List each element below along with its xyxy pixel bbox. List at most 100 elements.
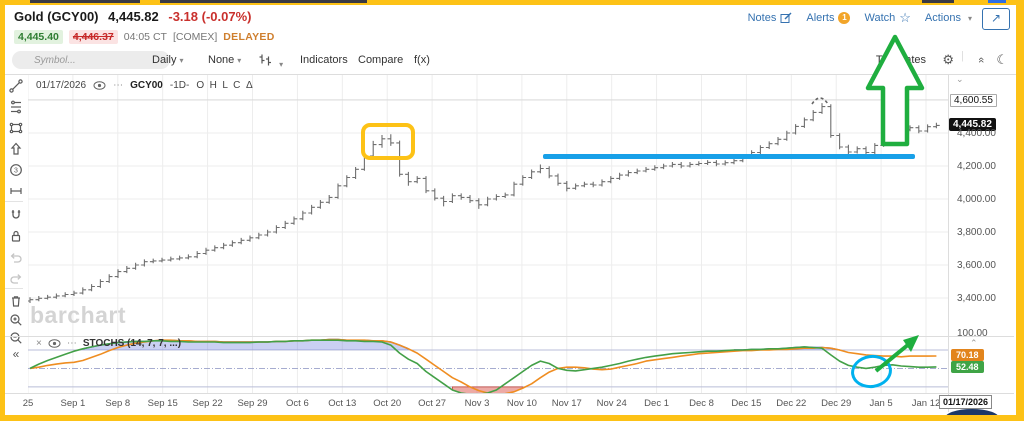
stoch-plot[interactable] [28, 337, 948, 393]
tool-undo[interactable] [6, 250, 26, 268]
alerts-label: Alerts [806, 12, 835, 24]
remove-study-icon[interactable]: × [36, 338, 42, 349]
quote-header: Gold (GCY00) 4,445.82 -3.18 (-0.07%) [14, 9, 251, 24]
quote-subheader: 4,445.40 4,446.37 04:05 CT [COMEX] DELAY… [14, 30, 275, 44]
svg-text:3: 3 [14, 168, 18, 175]
date-axis-tick: 25 [22, 398, 34, 409]
tool-shapes[interactable] [6, 120, 26, 138]
notes-button[interactable]: Notes [748, 12, 793, 24]
stoch-more-icon[interactable]: ⋯ [66, 338, 77, 349]
date-axis-tick: Jan 12 [911, 398, 941, 409]
tool-measure[interactable] [6, 183, 26, 201]
price-panel-collapse-icon[interactable]: ⌄ [956, 74, 964, 84]
chevron-down-icon: ▾ [967, 13, 972, 23]
price-change: -3.18 (-0.07%) [168, 9, 252, 24]
eye-visibility-icon[interactable] [48, 339, 61, 348]
browser-chrome-remnant [160, 0, 367, 3]
tool-magnet[interactable] [6, 207, 26, 225]
overlay-label: None [208, 54, 235, 66]
popout-chart-button[interactable]: ↗ [982, 8, 1010, 30]
annotation-yellow-rectangle[interactable] [361, 123, 415, 160]
date-axis-tick: Dec 1 [644, 398, 670, 409]
legend-symbol: GCY00 [130, 80, 163, 91]
price-axis-tick: 3,800.00 [957, 227, 996, 238]
settings-gear-icon[interactable]: ⚙ [942, 52, 954, 67]
chevron-down-icon: ▾ [179, 56, 184, 65]
browser-chrome-remnant [30, 0, 140, 3]
templates-button[interactable]: Templates [875, 54, 926, 66]
chevron-down-icon: ▾ [279, 60, 284, 69]
tool-arrow[interactable] [6, 141, 26, 159]
date-axis-tick: Oct 6 [286, 398, 309, 409]
symbol-title: Gold (GCY00) [14, 9, 99, 24]
date-axis-tick: Oct 20 [373, 398, 402, 409]
chart-toolbar: Daily▾ None▾ ▾ Indicators Compare f(x) T… [0, 48, 1024, 75]
session-time: 04:05 CT [123, 31, 167, 43]
legend-more-icon[interactable]: ⋯ [113, 80, 124, 91]
sidebar-collapse-icon[interactable]: « [12, 347, 20, 361]
fx-button[interactable]: f(x) [414, 54, 430, 66]
stoch-study-label: STOCHS (14, 7, 7, ...) [82, 338, 182, 349]
chat-bubble-remnant [945, 409, 999, 421]
date-axis-tick: Nov 3 [464, 398, 490, 409]
tool-fibonacci[interactable] [6, 99, 26, 117]
date-axis-tick: Dec 15 [731, 398, 762, 409]
price-plot[interactable] [28, 75, 948, 336]
actions-label: Actions [924, 12, 961, 24]
dark-mode-moon-icon[interactable]: ☾ [996, 52, 1008, 67]
header-links: Notes Alerts 1 Watch ☆ Actions ▾ [748, 10, 972, 26]
date-axis-tick: Dec 8 [689, 398, 714, 409]
bar-style-dropdown[interactable]: ▾ [258, 53, 283, 70]
legend-date: 01/17/2026 [36, 80, 87, 91]
annotation-blue-resistance-line[interactable] [543, 154, 915, 159]
tool-zoom-out[interactable] [6, 330, 26, 348]
stoch-axis-top-tick: 100.00 [957, 328, 988, 339]
date-axis-tick: Sep 1 [60, 398, 86, 409]
alerts-button[interactable]: Alerts 1 [806, 12, 851, 24]
star-icon: ☆ [899, 10, 911, 25]
last-price: 4,445.82 [108, 9, 159, 24]
date-axis-tick: Oct 13 [328, 398, 357, 409]
chart-legend: 01/17/2026 ⋯ GCY00 -1D- O H L C Δ [36, 80, 253, 91]
symbol-search-input[interactable] [12, 51, 170, 69]
browser-chrome-remnant [922, 0, 954, 3]
stoch-panel-collapse-icon[interactable]: ⌃ [970, 338, 978, 348]
popout-arrow-icon: ↗ [990, 11, 1002, 25]
barchart-watermark: barchart [30, 302, 127, 328]
price-axis-tick: 4,200.00 [957, 161, 996, 172]
overlay-dropdown[interactable]: None ▾ [208, 54, 241, 66]
alerts-count-badge: 1 [838, 12, 851, 24]
date-axis-tick: Nov 10 [506, 398, 537, 409]
watch-label: Watch [864, 12, 896, 24]
tool-lock[interactable] [6, 228, 26, 246]
collapse-panel-icon[interactable]: « [974, 56, 987, 64]
period-label: Daily [152, 54, 177, 66]
compare-button[interactable]: Compare [358, 54, 404, 66]
axis-divider [0, 393, 1014, 394]
date-axis-tick: Nov 24 [596, 398, 627, 409]
notes-label: Notes [747, 12, 777, 24]
tool-delete-trash[interactable] [6, 293, 26, 311]
last-price-badge: 4,445.82 [949, 118, 996, 131]
indicators-button[interactable]: Indicators [300, 54, 348, 66]
bid-price: 4,445.40 [14, 30, 63, 44]
tool-redo[interactable] [6, 271, 26, 289]
actions-button[interactable]: Actions ▾ [925, 12, 972, 24]
tool-patterns[interactable]: 3 [6, 162, 26, 180]
end-date-box[interactable]: 01/17/2026 [939, 395, 993, 409]
tool-zoom-in[interactable] [6, 312, 26, 330]
contract-high-label: 4,600.55 [950, 94, 997, 107]
stoch-d-badge: 70.18 [951, 349, 984, 361]
date-axis-tick: Sep 22 [192, 398, 223, 409]
tool-trendline[interactable] [6, 78, 26, 96]
watch-button[interactable]: Watch ☆ [864, 10, 910, 26]
date-axis-tick: Sep 15 [147, 398, 178, 409]
sidebar-divider [5, 201, 23, 202]
panel-divider[interactable] [0, 336, 1014, 337]
date-axis-tick: Oct 27 [418, 398, 447, 409]
eye-visibility-icon[interactable] [93, 81, 106, 90]
ask-price: 4,446.37 [68, 30, 118, 44]
period-dropdown[interactable]: Daily ▾ [152, 54, 183, 66]
date-axis-tick: Nov 17 [551, 398, 582, 409]
